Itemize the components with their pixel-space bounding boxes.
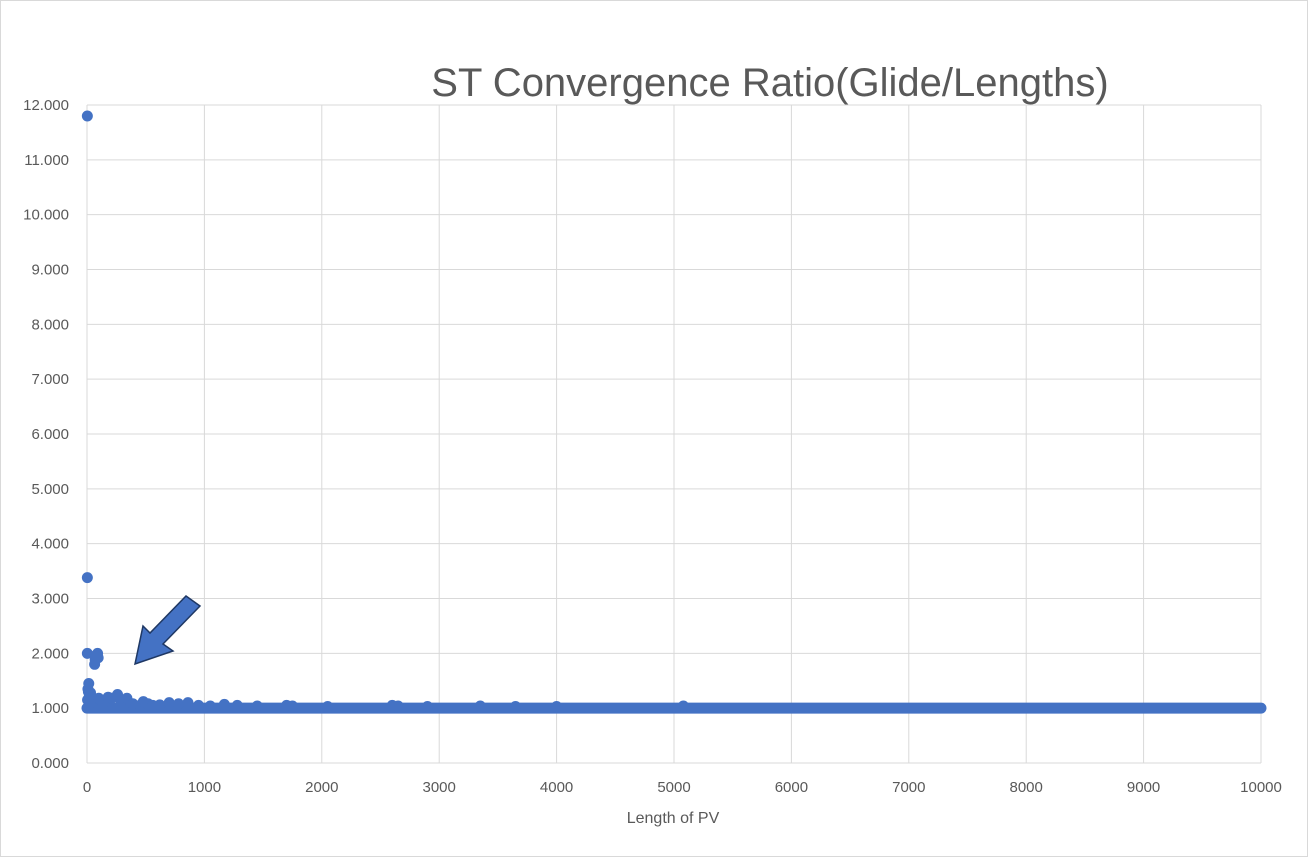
x-tick-label: 3000 [423,779,456,796]
data-point [474,700,486,712]
y-tick-label: 10.000 [23,207,69,224]
y-tick-label: 2.000 [31,645,69,662]
data-point [286,700,298,712]
data-point [204,700,216,712]
data-point [81,572,93,584]
data-point [231,699,243,711]
y-tick-label: 9.000 [31,262,69,279]
x-tick-label: 8000 [1010,779,1043,796]
x-tick-label: 5000 [657,779,690,796]
data-point [81,647,93,659]
y-tick-label: 4.000 [31,536,69,553]
data-point [84,697,96,709]
data-point [322,701,334,713]
x-tick-label: 6000 [775,779,808,796]
data-point [218,698,230,710]
y-tick-label: 8.000 [31,316,69,333]
grid-lines [86,104,1262,764]
data-point [154,699,166,711]
arrow-icon [133,595,202,666]
data-points [81,110,1267,714]
x-tick-label: 1000 [188,779,221,796]
x-tick-label: 0 [83,779,91,796]
tick-labels: 0.000 1.000 2.000 3.000 4.000 5.000 6.000 7.000… [23,97,1282,796]
x-tick-label: 9000 [1127,779,1160,796]
y-tick-label: 7.000 [31,371,69,388]
y-tick-label: 0.000 [31,755,69,772]
data-point [551,701,563,713]
y-tick-label: 11.000 [24,152,69,169]
data-point [392,700,404,712]
data-point [182,697,194,709]
y-tick-label: 6.000 [31,426,69,443]
data-point [677,700,689,712]
y-tick-label: 5.000 [31,481,69,498]
y-tick-label: 1.000 [31,700,69,717]
data-point [193,699,205,711]
x-tick-label: 7000 [892,779,925,796]
y-tick-label: 12.000 [23,97,69,114]
y-tick-label: 3.000 [31,591,69,608]
data-point [421,701,433,713]
data-point [510,701,522,713]
data-point [92,652,104,664]
x-axis-title: Length of PV [627,810,720,827]
chart-title: ST Convergence Ratio(Glide/Lengths) [431,61,1108,105]
x-tick-label: 4000 [540,779,573,796]
annotation-arrow [133,595,202,666]
data-point [173,698,185,710]
x-tick-label: 2000 [305,779,338,796]
data-point [81,110,93,122]
data-point [163,697,175,709]
x-tick-label: 10000 [1240,779,1282,796]
data-point [251,700,263,712]
